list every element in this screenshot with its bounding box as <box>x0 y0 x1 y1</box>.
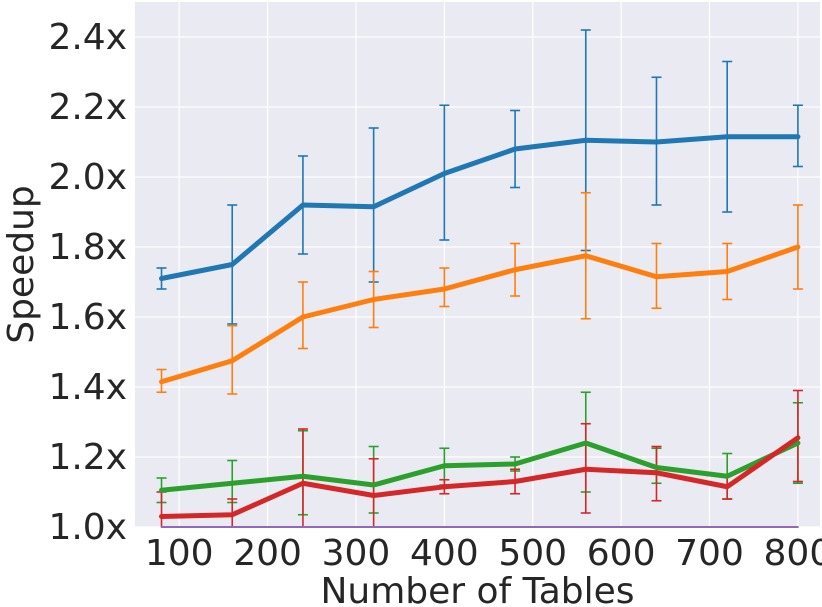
x-tick-labels: 100 200 300 400 500 600 700 800 <box>145 533 822 574</box>
series-line <box>159 244 801 385</box>
x-tick-label: 300 <box>322 533 391 574</box>
series-line <box>159 435 801 519</box>
plot-background <box>135 2 820 527</box>
y-tick-label: 2.4x <box>48 17 127 58</box>
y-axis-label: Speedup <box>1 185 42 344</box>
error-bar <box>368 457 379 527</box>
x-tick-label: 700 <box>675 533 744 574</box>
series-lines <box>159 134 801 528</box>
y-tick-label: 1.8x <box>48 227 127 268</box>
series-line <box>159 440 801 493</box>
series-line <box>159 134 801 281</box>
x-tick-label: 400 <box>410 533 479 574</box>
y-tick-label: 1.6x <box>48 297 127 338</box>
x-tick-label: 200 <box>233 533 302 574</box>
y-tick-label: 1.4x <box>48 367 127 408</box>
y-tick-label: 1.0x <box>48 507 127 548</box>
y-tick-label: 1.2x <box>48 437 127 478</box>
error-bars <box>156 29 803 527</box>
x-tick-label: 500 <box>498 533 567 574</box>
x-tick-label: 800 <box>764 533 822 574</box>
x-axis-label: Number of Tables <box>320 571 634 607</box>
x-tick-label: 100 <box>145 533 214 574</box>
y-tick-label: 2.2x <box>48 87 127 128</box>
x-tick-label: 600 <box>587 533 656 574</box>
y-tick-label: 2.0x <box>48 157 127 198</box>
y-tick-labels: 1.0x 1.2x 1.4x 1.6x 1.8x 2.0x 2.2x 2.4x <box>48 17 127 548</box>
